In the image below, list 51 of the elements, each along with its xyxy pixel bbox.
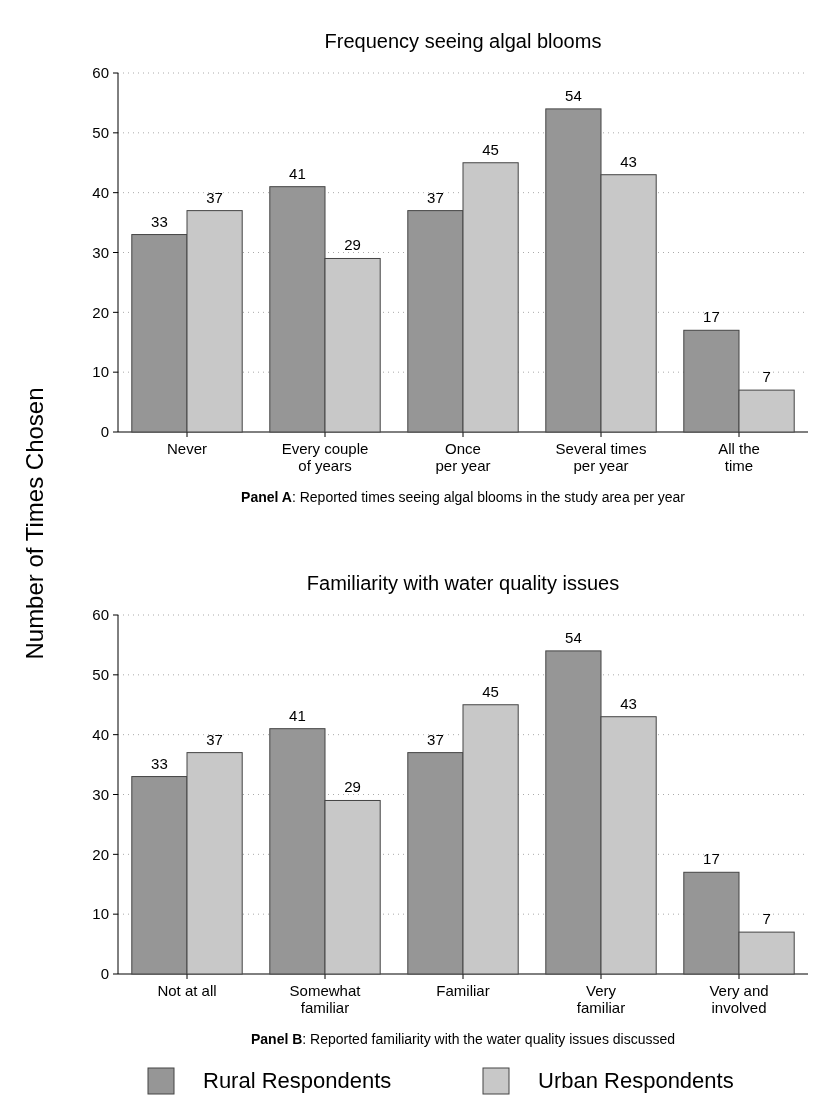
x-tick-label: Never <box>166 440 208 457</box>
legend-label: Urban Respondents <box>538 1068 734 1093</box>
y-tick-label: 10 <box>92 363 109 381</box>
data-label: 17 <box>703 308 720 326</box>
data-label: 43 <box>620 694 637 712</box>
text: Panel A: Reported times seeing algal blooms in the study area per year <box>241 489 686 505</box>
y-tick-label: 30 <box>92 243 109 261</box>
data-label: 45 <box>482 140 499 158</box>
data-label: 43 <box>620 152 637 170</box>
x-tick-label: Not at all <box>157 982 217 999</box>
chart-title: Frequency seeing algal blooms <box>324 30 602 52</box>
data-label: 54 <box>565 628 582 646</box>
x-tick-label: Familiar <box>436 982 490 999</box>
data-label: 37 <box>427 188 444 206</box>
data-label: 37 <box>427 730 444 748</box>
y-tick-label: 0 <box>100 423 109 441</box>
data-label: 7 <box>762 368 771 386</box>
y-tick-label: 20 <box>92 845 109 863</box>
y-tick-label: 50 <box>92 124 109 142</box>
data-label: 37 <box>206 188 223 206</box>
y-tick-label: 40 <box>92 725 109 743</box>
y-tick-label: 20 <box>92 303 109 321</box>
chart-title: Familiarity with water quality issues <box>306 572 620 594</box>
data-label: 41 <box>289 706 306 724</box>
data-label: 29 <box>344 778 361 796</box>
x-tick-label: Several times per year <box>555 440 647 474</box>
y-tick-label: 60 <box>92 64 109 82</box>
data-label: 45 <box>482 682 499 700</box>
data-label: 7 <box>762 910 771 928</box>
y-tick-label: 0 <box>100 965 109 983</box>
data-label: 29 <box>344 236 361 254</box>
data-label: 54 <box>565 86 582 104</box>
y-tick-label: 30 <box>92 785 109 803</box>
x-tick-label: Very familiar <box>576 982 626 1016</box>
y-tick-label: 10 <box>92 905 109 923</box>
x-tick-label: Once per year <box>435 440 491 474</box>
data-label: 33 <box>151 754 168 772</box>
y-tick-label: 40 <box>92 183 109 201</box>
y-axis-title: Number of Times Chosen <box>21 387 48 660</box>
x-tick-label: All the time <box>718 440 760 474</box>
y-tick-label: 50 <box>92 666 109 684</box>
x-tick-label: Somewhat familiar <box>289 982 362 1016</box>
data-label: 33 <box>151 212 168 230</box>
x-tick-label: Every couple of years <box>281 440 369 474</box>
x-tick-label: Very and involved <box>709 982 769 1016</box>
y-tick-label: 60 <box>92 606 109 624</box>
data-label: 41 <box>289 164 306 182</box>
legend-label: Rural Respondents <box>203 1068 392 1093</box>
data-label: 37 <box>206 730 223 748</box>
text: Panel B: Reported familiarity with the water quality issues discussed <box>250 1031 676 1047</box>
data-label: 17 <box>703 850 720 868</box>
